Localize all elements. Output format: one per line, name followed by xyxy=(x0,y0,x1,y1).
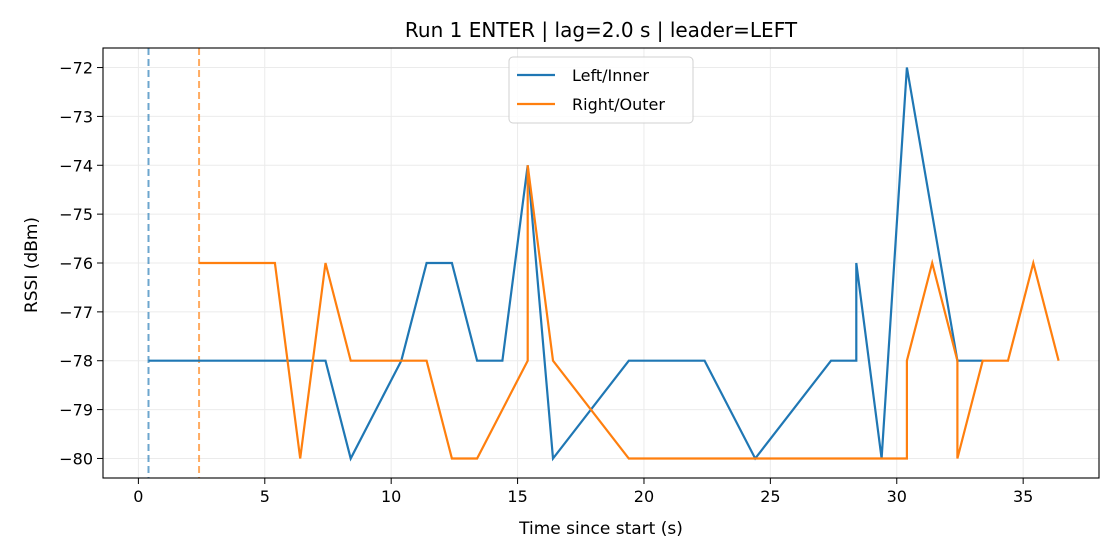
legend-label: Left/Inner xyxy=(572,66,649,85)
y-tick-label: −76 xyxy=(59,254,93,273)
y-tick-label: −74 xyxy=(59,156,93,175)
marker-lines xyxy=(147,48,201,478)
x-tick-label: 20 xyxy=(634,487,654,506)
series-line-right-outer xyxy=(199,165,1060,460)
y-tick-label: −79 xyxy=(59,401,93,420)
y-tick-label: −78 xyxy=(59,352,93,371)
series-lines xyxy=(148,67,1060,462)
y-axis-ticks: −80 −79 −78 −77 −76 −75 −74 −73 −72 xyxy=(59,59,103,468)
y-axis-label: RSSI (dBm) xyxy=(22,217,42,313)
y-tick-label: −80 xyxy=(59,449,93,468)
y-tick-label: −75 xyxy=(59,205,93,224)
legend-box xyxy=(508,56,694,124)
x-tick-label: 30 xyxy=(887,487,907,506)
legend-label: Right/Outer xyxy=(572,95,665,114)
legend: Left/Inner Right/Outer xyxy=(508,56,694,124)
x-tick-label: 5 xyxy=(260,487,270,506)
chart-title: Run 1 ENTER | lag=2.0 s | leader=LEFT xyxy=(405,18,798,42)
x-tick-label: 35 xyxy=(1013,487,1033,506)
x-tick-label: 0 xyxy=(133,487,143,506)
y-tick-label: −77 xyxy=(59,303,93,322)
y-tick-label: −73 xyxy=(59,107,93,126)
x-tick-label: 15 xyxy=(507,487,527,506)
x-axis-ticks: 0 5 10 15 20 25 30 35 xyxy=(133,478,1033,506)
x-axis-label: Time since start (s) xyxy=(518,519,683,539)
x-tick-label: 10 xyxy=(381,487,401,506)
x-tick-label: 25 xyxy=(760,487,780,506)
y-tick-label: −72 xyxy=(59,59,93,78)
